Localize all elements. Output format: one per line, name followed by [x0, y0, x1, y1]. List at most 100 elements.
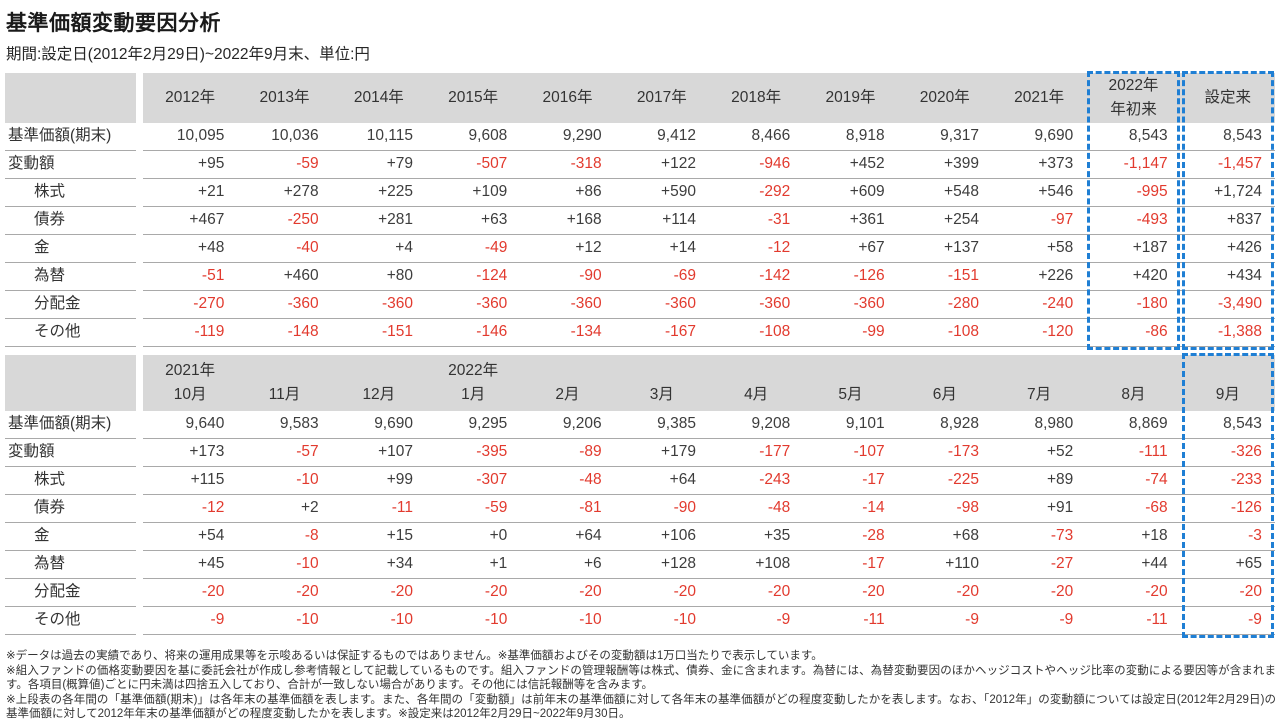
value-cell: -493	[1086, 207, 1181, 235]
value-cell: 9,208	[708, 411, 804, 439]
value-cell: 9,690	[331, 411, 426, 439]
table-row: 為替 -51 +460 +80 -124 -90 -69 -142 -126 -151 +226 +4…	[5, 263, 1275, 291]
value-cell: -90	[520, 263, 615, 291]
row-label: 債券	[5, 495, 136, 523]
value-cell: -173	[897, 439, 992, 467]
value-cell: +609	[803, 179, 898, 207]
column-header: 9月	[1180, 355, 1275, 411]
value-cell: -89	[520, 439, 615, 467]
value-cell: -20	[897, 579, 992, 607]
footnote-line: ※データは過去の実績であり、将来の運用成果等を示唆あるいは保証するものではありま…	[6, 650, 823, 662]
value-cell: -3	[1180, 523, 1275, 551]
column-gap	[136, 235, 143, 263]
column-header-line: 8月	[1121, 386, 1146, 403]
value-cell: +44	[1086, 551, 1181, 579]
column-header: 7月	[991, 355, 1087, 411]
value-cell: 8,980	[991, 411, 1087, 439]
value-cell: -126	[1180, 495, 1275, 523]
column-header-line: 年初来	[1110, 101, 1157, 118]
value-cell: -69	[614, 263, 709, 291]
value-cell: -9	[708, 607, 804, 635]
column-header-line: 7月	[1027, 386, 1052, 403]
column-header: 2022年 年初来	[1086, 73, 1181, 123]
column-header-line	[803, 359, 897, 383]
value-cell: -360	[237, 291, 332, 319]
value-cell: -108	[708, 319, 804, 347]
column-header: 8月	[1086, 355, 1181, 411]
value-cell: -360	[331, 291, 426, 319]
column-header: 11月	[237, 355, 332, 411]
column-header-line: 2012年	[165, 89, 216, 106]
value-cell: -17	[803, 551, 898, 579]
table-row: 金 +54 -8 +15 +0 +64 +106 +35 -28 +68 -73 +18 -3	[5, 523, 1275, 551]
column-header-line: 9月	[1215, 386, 1240, 403]
value-cell: -142	[708, 263, 804, 291]
value-cell: +460	[237, 263, 332, 291]
value-cell: -97	[991, 207, 1087, 235]
value-cell: -3,490	[1180, 291, 1275, 319]
value-cell: 8,543	[1180, 411, 1275, 439]
value-cell: -9	[991, 607, 1087, 635]
value-cell: 9,206	[520, 411, 615, 439]
value-cell: -151	[897, 263, 992, 291]
row-label: 分配金	[5, 291, 136, 319]
value-cell: +837	[1180, 207, 1275, 235]
column-header-line: 2015年	[448, 89, 499, 106]
row-label: 株式	[5, 179, 136, 207]
value-cell: +34	[331, 551, 426, 579]
value-cell: +168	[520, 207, 615, 235]
value-cell: -59	[237, 151, 332, 179]
value-cell: +109	[425, 179, 521, 207]
column-gap	[136, 551, 143, 579]
value-cell: -20	[1180, 579, 1275, 607]
value-cell: -20	[991, 579, 1087, 607]
row-label: その他	[5, 607, 136, 635]
monthly-factor-table: 2021年 10月 11月 12月 2022年 1月 2月 3月 4月 5月 6月 7月 8月 9月 基準価…	[5, 353, 1275, 638]
value-cell: -81	[520, 495, 615, 523]
column-header: 設定来	[1180, 73, 1275, 123]
value-cell: -20	[425, 579, 521, 607]
column-header-line: 2013年	[259, 89, 310, 106]
column-header-line	[332, 359, 426, 383]
value-cell: 8,928	[897, 411, 992, 439]
value-cell: -48	[708, 495, 804, 523]
value-cell: -134	[520, 319, 615, 347]
value-cell: +18	[1086, 523, 1181, 551]
value-cell: +373	[991, 151, 1087, 179]
value-cell: -11	[1086, 607, 1181, 635]
value-cell: 8,543	[1180, 123, 1275, 151]
value-cell: +80	[331, 263, 426, 291]
value-cell: 8,466	[708, 123, 804, 151]
row-label: 変動額	[5, 439, 136, 467]
value-cell: -73	[991, 523, 1087, 551]
value-cell: -20	[1086, 579, 1181, 607]
column-header: 2018年	[708, 73, 804, 123]
column-gap	[136, 607, 143, 635]
value-cell: +6	[520, 551, 615, 579]
value-cell: 9,290	[520, 123, 615, 151]
column-header-line: 2021年	[165, 362, 216, 379]
value-cell: -12	[143, 495, 238, 523]
value-cell: -360	[425, 291, 521, 319]
column-gap	[136, 355, 143, 411]
value-cell: -74	[1086, 467, 1181, 495]
column-header: 2019年	[803, 73, 898, 123]
column-header-line: 2016年	[542, 89, 593, 106]
value-cell: +399	[897, 151, 992, 179]
value-cell: +12	[520, 235, 615, 263]
column-header-line: 2018年	[731, 89, 782, 106]
value-cell: -326	[1180, 439, 1275, 467]
row-label: 為替	[5, 551, 136, 579]
column-header: 6月	[897, 355, 992, 411]
table-row: 為替 +45 -10 +34 +1 +6 +128 +108 -17 +110 -27 +44 +65	[5, 551, 1275, 579]
column-header: 2016年	[520, 73, 615, 123]
value-cell: -292	[708, 179, 804, 207]
column-header-line: 2020年	[919, 89, 970, 106]
column-header: 2013年	[237, 73, 332, 123]
column-header-line: 2月	[555, 386, 580, 403]
value-cell: -1,388	[1180, 319, 1275, 347]
value-cell: -360	[520, 291, 615, 319]
value-cell: -28	[803, 523, 898, 551]
value-cell: -124	[425, 263, 521, 291]
row-label: 基準価額(期末)	[5, 411, 136, 439]
